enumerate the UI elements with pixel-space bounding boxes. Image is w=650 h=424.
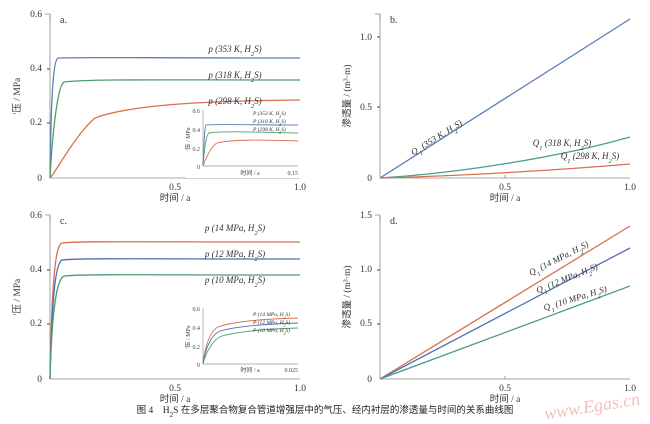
- svg-text:时间 / a: 时间 / a: [240, 169, 260, 177]
- svg-text:渗透量 / (m³·m): 渗透量 / (m³·m): [341, 265, 353, 328]
- svg-text:0.5: 0.5: [499, 183, 511, 193]
- svg-text:'压 / MPa: '压 / MPa: [185, 127, 192, 150]
- svg-text:时间 / a: 时间 / a: [160, 393, 191, 405]
- svg-text:0: 0: [197, 165, 200, 171]
- svg-text:0: 0: [197, 363, 200, 369]
- svg-text:0.2: 0.2: [193, 147, 201, 153]
- svg-text:0: 0: [37, 375, 42, 385]
- svg-text:时间 / a: 时间 / a: [240, 366, 260, 374]
- svg-text:c.: c.: [60, 216, 67, 227]
- svg-text:a.: a.: [60, 15, 67, 26]
- svg-text:1.0: 1.0: [360, 33, 372, 43]
- svg-text:0.5: 0.5: [169, 384, 181, 394]
- svg-text:0.5: 0.5: [499, 384, 511, 394]
- svg-text:0.6: 0.6: [30, 10, 42, 20]
- svg-text:0: 0: [37, 174, 42, 184]
- svg-text:'压 / MPa: '压 / MPa: [185, 325, 192, 348]
- svg-text:0.4: 0.4: [30, 265, 42, 275]
- svg-text:0.6: 0.6: [193, 307, 201, 313]
- svg-text:时间 / a: 时间 / a: [160, 192, 191, 204]
- svg-text:0: 0: [367, 174, 372, 184]
- svg-text:'压 / MPa: '压 / MPa: [12, 278, 23, 315]
- svg-text:0.5: 0.5: [360, 103, 372, 113]
- svg-text:1.0: 1.0: [360, 265, 372, 275]
- svg-text:1.0: 1.0: [294, 384, 306, 394]
- svg-text:0.2: 0.2: [30, 319, 42, 329]
- svg-text:0.025: 0.025: [285, 368, 299, 374]
- svg-text:d.: d.: [390, 216, 398, 227]
- svg-text:b.: b.: [390, 15, 398, 26]
- svg-text:时间 / a: 时间 / a: [490, 393, 521, 405]
- svg-text:0.2: 0.2: [30, 118, 42, 128]
- svg-text:0.4: 0.4: [193, 128, 201, 134]
- svg-text:0.15: 0.15: [288, 171, 299, 177]
- svg-text:0.4: 0.4: [193, 326, 201, 332]
- svg-text:1.0: 1.0: [624, 183, 636, 193]
- svg-text:1.0: 1.0: [294, 183, 306, 193]
- svg-text:0: 0: [367, 375, 372, 385]
- svg-text:0.6: 0.6: [193, 109, 201, 115]
- svg-text:'压 / MPa: '压 / MPa: [12, 77, 23, 114]
- svg-text:0.2: 0.2: [193, 345, 201, 351]
- svg-text:渗透量 / (m³·m): 渗透量 / (m³·m): [341, 64, 353, 127]
- svg-text:时间 / a: 时间 / a: [490, 192, 521, 204]
- svg-text:0.5: 0.5: [169, 183, 181, 193]
- svg-text:0.6: 0.6: [30, 211, 42, 221]
- svg-text:0.4: 0.4: [30, 64, 42, 74]
- svg-text:1.5: 1.5: [360, 211, 372, 221]
- svg-text:0.5: 0.5: [360, 319, 372, 329]
